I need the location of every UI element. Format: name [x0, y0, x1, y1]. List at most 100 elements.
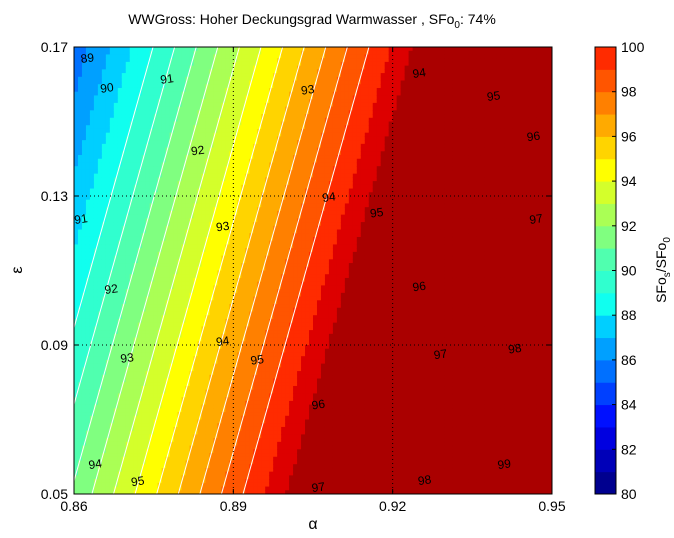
contour-band-cell	[153, 203, 159, 208]
contour-band-cell	[185, 218, 191, 223]
contour-band-cell	[205, 87, 211, 93]
contour-band-cell	[125, 177, 131, 182]
contour-band-cell	[157, 374, 163, 380]
contour-band-cell	[165, 359, 171, 365]
contour-band-cell	[149, 50, 155, 56]
contour-band-cell	[85, 397, 91, 402]
contour-band-cell	[74, 341, 79, 346]
contour-band-cell	[121, 169, 127, 175]
contour-band-cell	[217, 255, 222, 260]
contour-band-cell	[109, 136, 115, 141]
contour-band-cell	[225, 91, 230, 97]
contour-band-cell	[97, 166, 103, 171]
contour-band-cell	[93, 106, 99, 111]
contour-band-cell	[209, 240, 215, 246]
contour-band-cell	[85, 471, 91, 476]
contour-band-cell	[157, 315, 163, 320]
contour-band-cell	[109, 315, 115, 320]
contour-band-cell	[161, 128, 167, 134]
contour-band-cell	[129, 128, 135, 134]
contour-band-cell	[213, 453, 218, 458]
contour-band-cell	[117, 359, 123, 365]
contour-band-cell	[165, 333, 171, 339]
contour-band-cell	[189, 385, 195, 391]
contour-band-cell	[169, 58, 175, 63]
contour-band-cell	[93, 471, 99, 476]
contour-band-cell	[129, 91, 135, 97]
contour-band-cell	[113, 110, 119, 115]
contour-band-cell	[129, 132, 135, 138]
contour-band-cell	[217, 322, 222, 327]
contour-band-cell	[137, 371, 143, 376]
contour-band-cell	[81, 300, 87, 305]
contour-band-cell	[193, 333, 199, 339]
contour-band-cell	[105, 441, 111, 447]
contour-band-cell	[225, 482, 230, 488]
contour-band-cell	[213, 385, 218, 391]
contour-band-cell	[209, 244, 215, 249]
contour-band-cell	[201, 255, 207, 260]
contour-band-cell	[217, 408, 222, 413]
contour-band-cell	[149, 155, 155, 160]
contour-band-cell	[77, 263, 83, 268]
contour-band-cell	[101, 445, 107, 450]
contour-band-cell	[169, 307, 175, 313]
contour-band-cell	[189, 177, 195, 182]
contour-band-cell	[169, 456, 175, 462]
contour-band-cell	[201, 218, 207, 223]
contour-band-cell	[197, 166, 203, 171]
contour-band-cell	[201, 363, 207, 368]
contour-band-cell	[161, 199, 167, 205]
contour-band-cell	[125, 408, 131, 413]
contour-band-cell	[233, 188, 238, 193]
contour-band-cell	[205, 441, 211, 447]
contour-band-cell	[145, 54, 151, 59]
contour-band-cell	[109, 359, 115, 365]
contour-band-cell	[105, 151, 111, 156]
contour-band-cell	[145, 322, 151, 327]
contour-band-cell	[177, 304, 183, 309]
contour-band-cell	[185, 114, 191, 119]
contour-band-cell	[173, 188, 179, 193]
contour-band-cell	[193, 110, 199, 115]
contour-band-cell	[201, 289, 207, 294]
contour-band-cell	[149, 225, 155, 231]
contour-band-cell	[93, 397, 99, 402]
contour-band-cell	[205, 173, 211, 178]
contour-band-cell	[117, 203, 123, 208]
contour-band-cell	[157, 281, 163, 287]
contour-band-cell	[81, 393, 87, 398]
contour-band-cell	[121, 143, 127, 149]
contour-band-cell	[169, 222, 175, 227]
contour-band-cell	[117, 110, 123, 115]
contour-band-cell	[149, 188, 155, 193]
contour-band-cell	[85, 84, 91, 89]
contour-band-cell	[93, 173, 99, 178]
contour-band-cell	[149, 400, 155, 406]
contour-band-cell	[213, 412, 218, 417]
contour-band-cell	[133, 84, 139, 89]
contour-band-cell	[109, 475, 115, 480]
contour-band-cell	[129, 352, 135, 357]
contour-band-cell	[149, 166, 155, 171]
contour-band-cell	[225, 147, 230, 152]
contour-band-cell	[221, 263, 226, 268]
contour-band-cell	[233, 397, 238, 402]
contour-band-cell	[129, 76, 135, 82]
contour-band-cell	[217, 434, 222, 439]
contour-band-cell	[153, 117, 159, 123]
contour-band-cell	[165, 438, 171, 443]
contour-band-cell	[157, 218, 163, 223]
contour-band-cell	[121, 177, 127, 182]
contour-band-cell	[141, 233, 147, 238]
contour-band-cell	[181, 80, 187, 85]
contour-band-cell	[213, 203, 218, 208]
contour-band-cell	[165, 274, 171, 279]
contour-band-cell	[157, 359, 163, 365]
contour-band-cell	[97, 471, 103, 476]
contour-band-cell	[113, 475, 119, 480]
contour-band-cell	[181, 199, 187, 205]
contour-band-cell	[133, 374, 139, 380]
contour-band-cell	[209, 199, 215, 205]
contour-band-cell	[181, 490, 187, 494]
